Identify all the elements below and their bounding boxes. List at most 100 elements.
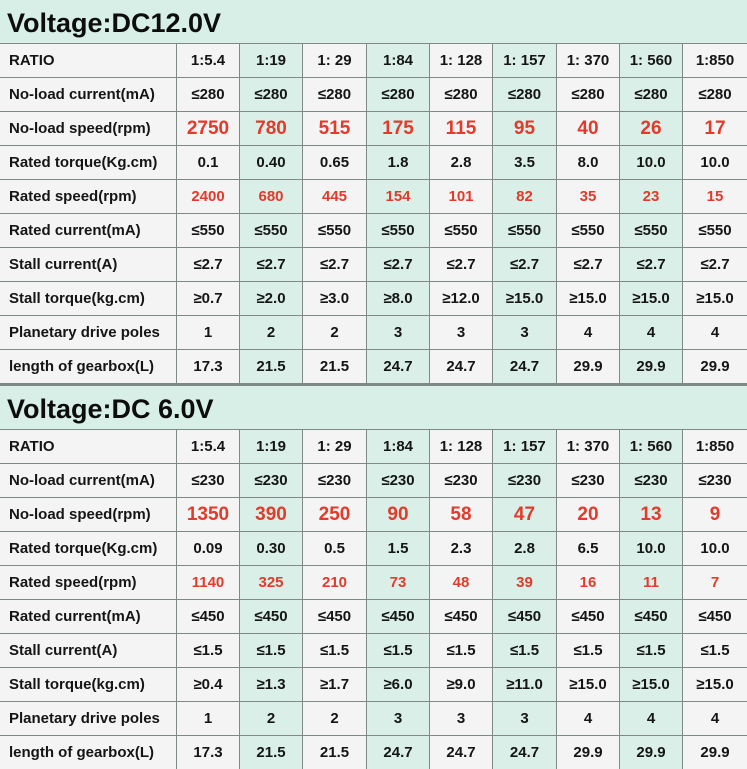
value-cell: 10.0	[682, 532, 747, 565]
value-cell: 2	[302, 316, 366, 349]
section-dc6v: Voltage:DC 6.0V RATIO 1:5.4 1:19 1: 29 1:84 1…	[0, 386, 747, 769]
value-cell: 1: 560	[619, 430, 682, 463]
value-cell: 1: 560	[619, 44, 682, 77]
value-cell: 1:850	[682, 44, 747, 77]
value-cell: ≤1.5	[176, 634, 239, 667]
row-label: length of gearbox(L)	[0, 736, 176, 769]
value-cell: 3	[429, 702, 492, 735]
value-cell: 24.7	[492, 350, 556, 383]
value-cell: ≤2.7	[619, 248, 682, 281]
value-cell: 20	[556, 498, 619, 531]
voltage-heading: Voltage:DC12.0V	[0, 0, 747, 44]
value-cell: 1140	[176, 566, 239, 599]
value-cell: 7	[682, 566, 747, 599]
row-label: length of gearbox(L)	[0, 350, 176, 383]
row-label: Rated torque(Kg.cm)	[0, 532, 176, 565]
value-cell: 24.7	[492, 736, 556, 769]
value-cell: ≤2.7	[682, 248, 747, 281]
row-label: Rated current(mA)	[0, 214, 176, 247]
value-cell: 1:84	[366, 430, 429, 463]
value-cell: ≤1.5	[429, 634, 492, 667]
spec-row: Stall current(A) ≤2.7 ≤2.7 ≤2.7 ≤2.7 ≤2.7 ≤2.7…	[0, 248, 747, 281]
value-cell: ≤550	[366, 214, 429, 247]
value-cell: 24.7	[429, 350, 492, 383]
value-cell: ≤1.5	[619, 634, 682, 667]
row-label: No-load speed(rpm)	[0, 498, 176, 531]
row-label: Rated current(mA)	[0, 600, 176, 633]
value-cell: 8.0	[556, 146, 619, 179]
value-cell: 17.3	[176, 350, 239, 383]
value-cell: 4	[619, 316, 682, 349]
value-cell: 3	[429, 316, 492, 349]
value-cell: 29.9	[556, 350, 619, 383]
value-cell: 4	[556, 702, 619, 735]
value-cell: 2750	[176, 112, 239, 145]
value-cell: ≤450	[302, 600, 366, 633]
voltage-heading: Voltage:DC 6.0V	[0, 386, 747, 430]
value-cell: ≤2.7	[239, 248, 302, 281]
row-label: No-load current(mA)	[0, 78, 176, 111]
value-cell: 154	[366, 180, 429, 213]
row-label: Planetary drive poles	[0, 702, 176, 735]
value-cell: ≥15.0	[619, 282, 682, 315]
value-cell: ≤230	[429, 464, 492, 497]
value-cell: 73	[366, 566, 429, 599]
value-cell: ≤2.7	[556, 248, 619, 281]
value-cell: 1: 29	[302, 44, 366, 77]
value-cell: 16	[556, 566, 619, 599]
spec-row: Rated current(mA) ≤450 ≤450 ≤450 ≤450 ≤450 ≤45…	[0, 600, 747, 633]
value-cell: ≥9.0	[429, 668, 492, 701]
value-cell: 29.9	[619, 736, 682, 769]
value-cell: ≤280	[682, 78, 747, 111]
value-cell: 15	[682, 180, 747, 213]
value-cell: ≤230	[682, 464, 747, 497]
row-label: Stall torque(kg.cm)	[0, 282, 176, 315]
value-cell: ≤1.5	[492, 634, 556, 667]
value-cell: ≤1.5	[239, 634, 302, 667]
value-cell: 515	[302, 112, 366, 145]
value-cell: ≥6.0	[366, 668, 429, 701]
value-cell: 2.8	[429, 146, 492, 179]
value-cell: ≤230	[492, 464, 556, 497]
spec-row: No-load current(mA) ≤230 ≤230 ≤230 ≤230 ≤230 ≤…	[0, 464, 747, 497]
value-cell: 4	[556, 316, 619, 349]
value-cell: ≤280	[366, 78, 429, 111]
row-label: Rated torque(Kg.cm)	[0, 146, 176, 179]
row-label: No-load current(mA)	[0, 464, 176, 497]
value-cell: ≤1.5	[302, 634, 366, 667]
value-cell: 21.5	[239, 350, 302, 383]
row-label: Rated speed(rpm)	[0, 180, 176, 213]
spec-row: Stall current(A) ≤1.5 ≤1.5 ≤1.5 ≤1.5 ≤1.5 ≤1.5…	[0, 634, 747, 667]
value-cell: 1	[176, 702, 239, 735]
value-cell: ≥15.0	[556, 282, 619, 315]
value-cell: ≤230	[619, 464, 682, 497]
value-cell: 0.1	[176, 146, 239, 179]
value-cell: 1:850	[682, 430, 747, 463]
value-cell: ≤280	[176, 78, 239, 111]
value-cell: 1: 157	[492, 430, 556, 463]
value-cell: 250	[302, 498, 366, 531]
value-cell: 2.8	[492, 532, 556, 565]
value-cell: ≤450	[176, 600, 239, 633]
value-cell: ≤280	[556, 78, 619, 111]
value-cell: 29.9	[619, 350, 682, 383]
spec-row: RATIO 1:5.4 1:19 1: 29 1:84 1: 128 1: 157 1: 37…	[0, 430, 747, 463]
value-cell: 325	[239, 566, 302, 599]
spec-table: RATIO 1:5.4 1:19 1: 29 1:84 1: 128 1: 157 1: 37…	[0, 43, 747, 384]
spec-row: RATIO 1:5.4 1:19 1: 29 1:84 1: 128 1: 157 1: 37…	[0, 44, 747, 77]
value-cell: 3	[366, 702, 429, 735]
section-dc12v: Voltage:DC12.0V RATIO 1:5.4 1:19 1: 29 1:84 1…	[0, 0, 747, 384]
value-cell: ≥15.0	[682, 282, 747, 315]
value-cell: ≤280	[239, 78, 302, 111]
value-cell: 47	[492, 498, 556, 531]
value-cell: 115	[429, 112, 492, 145]
value-cell: ≤2.7	[366, 248, 429, 281]
value-cell: 210	[302, 566, 366, 599]
value-cell: 29.9	[556, 736, 619, 769]
value-cell: ≥15.0	[619, 668, 682, 701]
value-cell: 3	[492, 702, 556, 735]
value-cell: ≤230	[366, 464, 429, 497]
value-cell: ≤230	[302, 464, 366, 497]
value-cell: 2	[239, 316, 302, 349]
value-cell: ≤450	[682, 600, 747, 633]
